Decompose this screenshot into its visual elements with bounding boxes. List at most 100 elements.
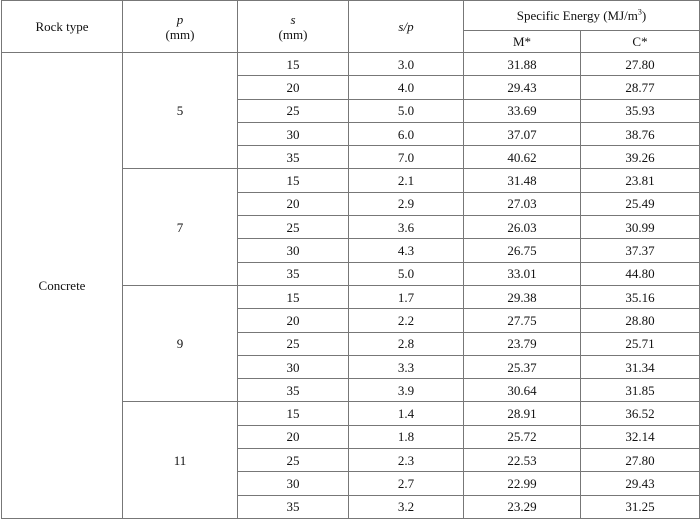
data-row: 20 4.0 29.43 28.77: [2, 75, 700, 100]
sp-cell: 5.0: [348, 261, 464, 286]
header-text: s/p: [398, 19, 414, 34]
c-cell: 32.14: [579, 424, 700, 450]
c-cell: 27.80: [579, 51, 700, 77]
s-cell: 35: [237, 145, 349, 170]
c-cell: 28.77: [579, 75, 700, 100]
m-cell: 25.72: [463, 424, 581, 450]
sp-cell: 2.8: [348, 331, 464, 356]
sp-cell: 2.2: [348, 308, 464, 333]
sp-cell: 1.8: [348, 424, 464, 450]
m-cell: 22.99: [463, 471, 581, 496]
sp-cell: 3.9: [348, 378, 464, 403]
m-cell: 31.48: [463, 168, 581, 193]
c-cell: 31.34: [579, 354, 700, 380]
header-unit: (mm): [165, 26, 195, 42]
sp-cell: 5.0: [348, 98, 464, 123]
s-cell: 30: [237, 471, 349, 496]
data-row: 35 7.0 40.62 39.26: [2, 145, 700, 170]
s-cell: 15: [237, 168, 349, 193]
data-row: 20 2.9 27.03 25.49: [2, 191, 700, 217]
c-cell: 27.80: [579, 448, 700, 473]
c-cell: 28.80: [579, 308, 700, 333]
header-cell: C*: [579, 30, 700, 53]
s-cell: 20: [237, 191, 349, 217]
data-row: 30 4.3 26.75 37.37: [2, 238, 700, 263]
header-cell: s/p: [348, 0, 464, 53]
data-row: 35 3.9 30.64 31.85: [2, 378, 700, 403]
header-cell: Specific Energy (MJ/m3): [462, 0, 700, 31]
header-row: Rock type p (mm) s (mm) s/p Specific Energ…: [1, 0, 700, 53]
header-text: C*: [632, 34, 648, 49]
c-cell: 31.25: [579, 494, 700, 519]
m-cell: 23.29: [463, 494, 581, 519]
s-cell: 20: [237, 308, 349, 333]
header-cell: M*: [463, 30, 581, 53]
m-cell: 25.37: [463, 354, 581, 380]
m-cell: 29.43: [463, 75, 581, 100]
m-cell: 33.69: [463, 98, 581, 123]
data-row: 35 3.2 23.29 31.25: [2, 494, 700, 519]
s-cell: 25: [237, 331, 349, 356]
s-cell: 30: [237, 121, 349, 147]
c-cell: 44.80: [579, 261, 700, 286]
header-superscript: 3: [637, 7, 642, 17]
m-cell: 37.07: [463, 121, 581, 147]
m-cell: 33.01: [463, 261, 581, 286]
sp-cell: 3.0: [348, 51, 464, 77]
m-cell: 27.03: [463, 191, 581, 217]
data-row: 25 3.6 26.03 30.99: [2, 215, 700, 240]
s-cell: 25: [237, 215, 349, 240]
sp-cell: 4.0: [348, 75, 464, 100]
header-text: Specific Energy (MJ/m: [516, 8, 638, 23]
sp-cell: 3.6: [348, 215, 464, 240]
s-cell: 20: [237, 424, 349, 450]
s-cell: 35: [237, 494, 349, 519]
data-row: 30 6.0 37.07 38.76: [2, 121, 700, 147]
m-cell: 30.64: [463, 378, 581, 403]
sp-cell: 3.2: [348, 494, 464, 519]
c-cell: 25.71: [579, 331, 700, 356]
p-cell: 5: [122, 51, 238, 170]
c-cell: 36.52: [579, 401, 700, 426]
c-cell: 37.37: [579, 238, 700, 263]
p-cell: 9: [122, 284, 238, 403]
sp-cell: 3.3: [348, 354, 464, 380]
data-row: 30 3.3 25.37 31.34: [2, 354, 700, 380]
s-cell: 35: [237, 261, 349, 286]
table-body: Concrete 5 15 3.0 31.88 27.80 20 4.0 29.43 28.77 2…: [1, 51, 700, 519]
m-cell: 22.53: [463, 448, 581, 473]
rock-type-cell: Concrete: [1, 52, 123, 519]
data-row: 25 2.3 22.53 27.80: [2, 448, 700, 473]
m-cell: 29.38: [463, 284, 581, 310]
m-cell: 26.03: [463, 215, 581, 240]
s-cell: 15: [237, 284, 349, 310]
sp-cell: 2.9: [348, 191, 464, 217]
header-text: Rock type: [35, 19, 89, 34]
c-cell: 38.76: [579, 121, 700, 147]
s-cell: 20: [237, 75, 349, 100]
c-cell: 39.26: [579, 145, 700, 170]
sp-cell: 2.3: [348, 448, 464, 473]
p-cell: 11: [122, 401, 238, 519]
data-row: Concrete 5 15 3.0 31.88 27.80: [1, 51, 700, 519]
c-cell: 31.85: [579, 378, 700, 403]
sp-cell: 6.0: [348, 121, 464, 147]
sp-cell: 2.1: [348, 168, 464, 193]
header-symbol: p: [176, 11, 184, 27]
sp-cell: 7.0: [348, 145, 464, 170]
s-cell: 25: [237, 448, 349, 473]
header-symbol: s: [290, 11, 296, 27]
header-cell: Rock type: [1, 0, 123, 53]
c-cell: 35.93: [579, 98, 700, 123]
sp-cell: 1.4: [348, 401, 464, 426]
data-row: 25 5.0 33.69 35.93: [2, 98, 700, 123]
m-cell: 31.88: [463, 51, 581, 77]
p-cell: 7: [122, 168, 238, 286]
header-cell: s (mm): [237, 0, 349, 53]
m-cell: 27.75: [463, 308, 581, 333]
s-cell: 30: [237, 354, 349, 380]
m-cell: 26.75: [463, 238, 581, 263]
header-text: M*: [512, 34, 532, 49]
m-cell: 23.79: [463, 331, 581, 356]
